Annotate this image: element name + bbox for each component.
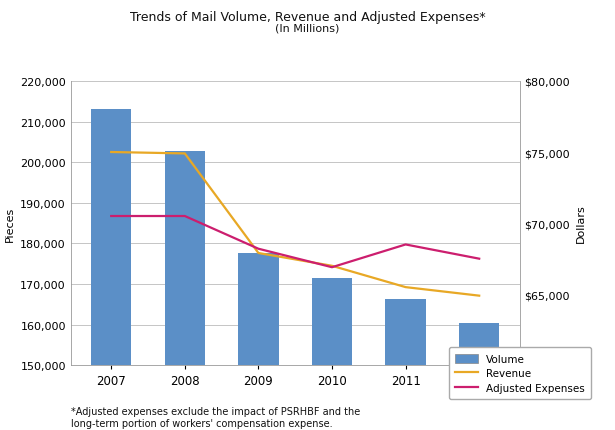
Revenue [181,151,188,157]
Revenue [255,251,262,256]
Adjusted Expenses [328,265,336,270]
Bar [91,110,132,430]
Revenue [108,150,115,155]
Bar [238,253,279,430]
Text: Trends of Mail Volume, Revenue and Adjusted Expenses*: Trends of Mail Volume, Revenue and Adjus… [130,11,485,24]
Adjusted Expenses [475,256,483,261]
Y-axis label: Dollars: Dollars [576,204,585,243]
Bar [165,152,205,430]
Legend: Volume, Revenue, Adjusted Expenses: Volume, Revenue, Adjusted Expenses [449,347,592,399]
Revenue [402,285,410,290]
Line: Adjusted Expenses: Adjusted Expenses [111,216,479,267]
Y-axis label: Pieces: Pieces [4,206,15,241]
Bar [459,323,499,430]
Adjusted Expenses [108,214,115,219]
Line: Revenue: Revenue [111,153,479,296]
Bar [386,299,426,430]
Text: (In Millions): (In Millions) [276,24,339,34]
Revenue [328,264,336,269]
Adjusted Expenses [255,246,262,252]
Adjusted Expenses [181,214,188,219]
Adjusted Expenses [402,242,410,247]
Text: *Adjusted expenses exclude the impact of PSRHBF and the
long-term portion of wor: *Adjusted expenses exclude the impact of… [71,406,360,428]
Revenue [475,293,483,298]
Bar [312,278,352,430]
